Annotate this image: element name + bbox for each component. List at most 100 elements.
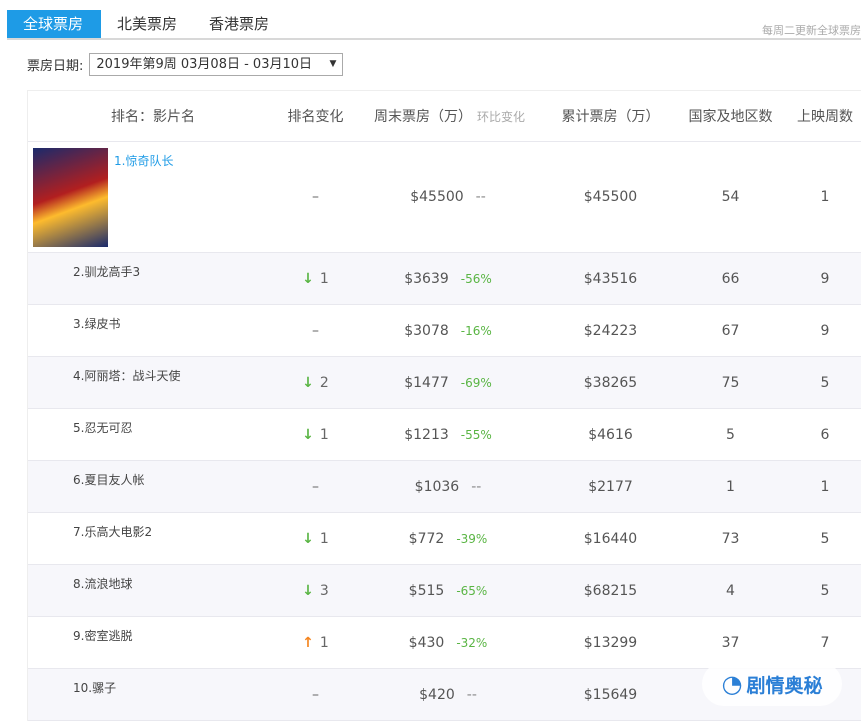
box-office-table: 排名：影片名 排名变化 周末票房（万） 环比变化 累计票房（万） 国家及地区数 … — [27, 90, 861, 721]
arrow-down-icon: ↓ — [302, 270, 314, 287]
weeks-count: 5 — [820, 374, 830, 391]
table-header: 排名：影片名 排名变化 周末票房（万） 环比变化 累计票房（万） 国家及地区数 … — [28, 91, 861, 142]
weeks-count: 1 — [820, 189, 830, 205]
country-count: 5 — [726, 426, 735, 443]
weekend-gross: $3078 -16% — [404, 322, 492, 339]
movie-poster[interactable] — [33, 148, 108, 247]
wow-change: -69% — [460, 375, 492, 390]
movie-name: 8.流浪地球 — [73, 577, 133, 591]
table-row[interactable]: 7.乐高大电影2 ↓ 1 $772 -39% $16440 73 5 — [28, 513, 861, 565]
header-countries: 国家及地区数 — [688, 109, 773, 125]
header-weekend: 周末票房（万） — [374, 109, 472, 125]
rank-change: ↓ 3 — [302, 582, 329, 599]
weeks-count: 5 — [820, 530, 830, 547]
arrow-up-icon: ↑ — [302, 634, 314, 651]
movie-name[interactable]: 1.惊奇队长 — [114, 154, 174, 168]
wow-change: -- — [475, 189, 486, 205]
header-wow: 环比变化 — [476, 109, 525, 124]
movie-name: 3.绿皮书 — [73, 317, 121, 331]
date-filter: 票房日期: 2019年第9周 03月08日 - 03月10日 ▼ — [27, 53, 344, 76]
movie-name: 6.夏目友人帐 — [73, 473, 145, 487]
update-note: 每周二更新全球票房 — [762, 24, 861, 37]
table-row[interactable]: 8.流浪地球 ↓ 3 $515 -65% $68215 4 5 — [28, 565, 861, 617]
table-row[interactable]: 9.密室逃脱 ↑ 1 $430 -32% $13299 37 7 — [28, 617, 861, 669]
weekend-gross: $515 -65% — [408, 582, 488, 599]
arrow-down-icon: ↓ — [302, 426, 314, 443]
weekend-gross: $772 -39% — [408, 530, 488, 547]
wow-change: -39% — [456, 531, 488, 546]
date-select[interactable]: 2019年第9周 03月08日 - 03月10日 ▼ — [89, 53, 344, 76]
table-row[interactable]: 2.驯龙高手3 ↓ 1 $3639 -56% $43516 66 9 — [28, 253, 861, 305]
wow-change: -56% — [460, 271, 492, 286]
weekend-gross: $420 -- — [419, 686, 477, 703]
wow-change: -55% — [460, 427, 492, 442]
wow-change: -32% — [456, 635, 488, 650]
country-count: 75 — [721, 374, 740, 391]
country-count: 1 — [726, 478, 735, 495]
table-row[interactable]: 3.绿皮书 – $3078 -16% $24223 67 9 — [28, 305, 861, 357]
rank-change: – — [312, 322, 319, 339]
rank-change: – — [312, 189, 319, 205]
rank-change: – — [312, 478, 319, 495]
total-gross: $15649 — [583, 686, 638, 703]
total-gross: $24223 — [583, 322, 638, 339]
rank-change: ↑ 1 — [302, 634, 329, 651]
total-gross: $13299 — [583, 634, 638, 651]
header-weeks: 上映周数 — [797, 109, 853, 125]
movie-name: 7.乐高大电影2 — [73, 525, 153, 539]
total-gross: $68215 — [583, 582, 638, 599]
watermark-logo: ◔ 剧情奥秘 — [702, 662, 842, 706]
rank-change: ↓ 1 — [302, 426, 329, 443]
tab-hong-kong[interactable]: 香港票房 — [209, 15, 270, 33]
movie-name: 10.骡子 — [73, 681, 117, 695]
arrow-down-icon: ↓ — [302, 582, 314, 599]
header-name: 排名：影片名 — [111, 109, 195, 125]
wow-change: -65% — [456, 583, 488, 598]
tab-global[interactable]: 全球票房 — [7, 10, 101, 38]
wow-change: -16% — [460, 323, 492, 338]
wow-change: -- — [466, 686, 477, 703]
weeks-count: 9 — [820, 322, 830, 339]
movie-name: 4.阿丽塔：战斗天使 — [73, 369, 181, 383]
weeks-count: 5 — [820, 582, 830, 599]
total-gross: $2177 — [588, 478, 633, 495]
table-row[interactable]: 4.阿丽塔：战斗天使 ↓ 2 $1477 -69% $38265 75 5 — [28, 357, 861, 409]
weekend-gross: $430 -32% — [408, 634, 488, 651]
header-change: 排名变化 — [287, 109, 344, 125]
rank-change: ↓ 1 — [302, 530, 329, 547]
weekend-gross: $1477 -69% — [404, 374, 492, 391]
rank-change: ↓ 2 — [302, 374, 329, 391]
country-count: 73 — [721, 530, 740, 547]
country-count: 54 — [721, 189, 740, 205]
country-count: 67 — [721, 322, 740, 339]
weekend-gross: $45500 -- — [410, 189, 486, 205]
weekend-gross: $3639 -56% — [404, 270, 492, 287]
date-value: 2019年第9周 03月08日 - 03月10日 — [96, 57, 313, 72]
rank-change: ↓ 1 — [302, 270, 329, 287]
movie-name: 2.驯龙高手3 — [73, 265, 141, 279]
table-row[interactable]: 5.忍无可忍 ↓ 1 $1213 -55% $4616 5 6 — [28, 409, 861, 461]
total-gross: $16440 — [583, 530, 638, 547]
weekend-gross: $1036 -- — [414, 478, 482, 495]
weeks-count: 9 — [820, 270, 830, 287]
movie-name: 9.密室逃脱 — [73, 629, 133, 643]
header-total: 累计票房（万） — [561, 109, 660, 125]
dropdown-arrow-icon: ▼ — [329, 59, 337, 69]
tab-bar: 全球票房 北美票房 香港票房 — [7, 10, 861, 40]
movie-name: 5.忍无可忍 — [73, 421, 133, 435]
arrow-down-icon: ↓ — [302, 374, 314, 391]
wow-change: -- — [471, 478, 482, 495]
country-count: 4 — [726, 582, 735, 599]
weeks-count: 7 — [820, 634, 830, 651]
total-gross: $45500 — [583, 189, 638, 205]
table-row[interactable]: 6.夏目友人帐 – $1036 -- $2177 1 1 — [28, 461, 861, 513]
weekend-gross: $1213 -55% — [404, 426, 492, 443]
weeks-count: 1 — [820, 478, 830, 495]
total-gross: $43516 — [583, 270, 638, 287]
arrow-down-icon: ↓ — [302, 530, 314, 547]
rank-change: – — [312, 686, 319, 703]
table-row[interactable]: 1.惊奇队长 – $45500 -- $45500 54 1 — [28, 142, 861, 253]
tab-north-america[interactable]: 北美票房 — [117, 15, 178, 33]
country-count: 66 — [721, 270, 740, 287]
date-label: 票房日期: — [27, 59, 84, 74]
